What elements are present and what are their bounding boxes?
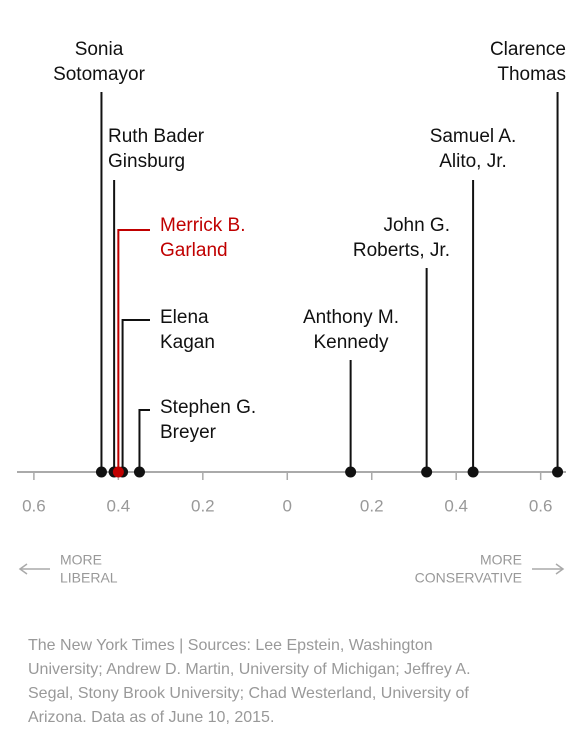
x-tick-label: 0 — [283, 496, 292, 515]
justice-name: Elena — [160, 307, 209, 328]
dot — [552, 466, 564, 478]
x-tick-label: 0.4 — [107, 496, 131, 515]
source-note: Arizona. Data as of June 10, 2015. — [28, 709, 274, 726]
justice-name: Sotomayor — [53, 64, 146, 85]
dot — [421, 466, 433, 478]
dot — [345, 466, 357, 478]
justice-name: Merrick B. — [160, 215, 246, 236]
justice-name: Kagan — [160, 332, 215, 353]
dot — [95, 466, 107, 478]
justice-name: Samuel A. — [430, 126, 517, 147]
leader-line — [117, 229, 150, 472]
annotation: MORE — [480, 552, 522, 568]
x-tick-label: 0.2 — [191, 496, 215, 515]
justice-name: Sonia — [75, 39, 124, 60]
justice-name: Anthony M. — [303, 307, 399, 328]
justice-name: Roberts, Jr. — [353, 240, 450, 261]
source-note: The New York Times | Sources: Lee Epstei… — [28, 637, 433, 654]
justice-name: Clarence — [490, 39, 566, 60]
x-tick-label: 0.6 — [529, 496, 553, 515]
justice-name: Thomas — [497, 64, 566, 85]
x-tick-label: 0.6 — [22, 496, 46, 515]
dot — [133, 466, 145, 478]
annotation: MORE — [60, 552, 102, 568]
annotation: CONSERVATIVE — [415, 570, 522, 586]
annotation: LIBERAL — [60, 570, 118, 586]
justice-name: Ruth Bader — [108, 126, 205, 147]
source-note: Segal, Stony Brook University; Chad West… — [28, 685, 469, 702]
leader-line — [138, 409, 150, 472]
dot — [467, 466, 479, 478]
justice-name: Ginsburg — [108, 151, 185, 172]
arrow-head — [555, 563, 565, 575]
source-note: University; Andrew D. Martin, University… — [28, 661, 471, 678]
justice-name: Kennedy — [313, 332, 389, 353]
leader-line — [121, 319, 150, 472]
arrow-head — [18, 563, 28, 575]
justice-name: John G. — [383, 215, 450, 236]
justice-name: Alito, Jr. — [439, 151, 507, 172]
dot — [112, 466, 124, 478]
justice-name: Stephen G. — [160, 397, 256, 418]
justice-name: Garland — [160, 240, 228, 261]
x-tick-label: 0.2 — [360, 496, 384, 515]
justice-name: Breyer — [160, 422, 217, 443]
x-tick-label: 0.4 — [444, 496, 468, 515]
